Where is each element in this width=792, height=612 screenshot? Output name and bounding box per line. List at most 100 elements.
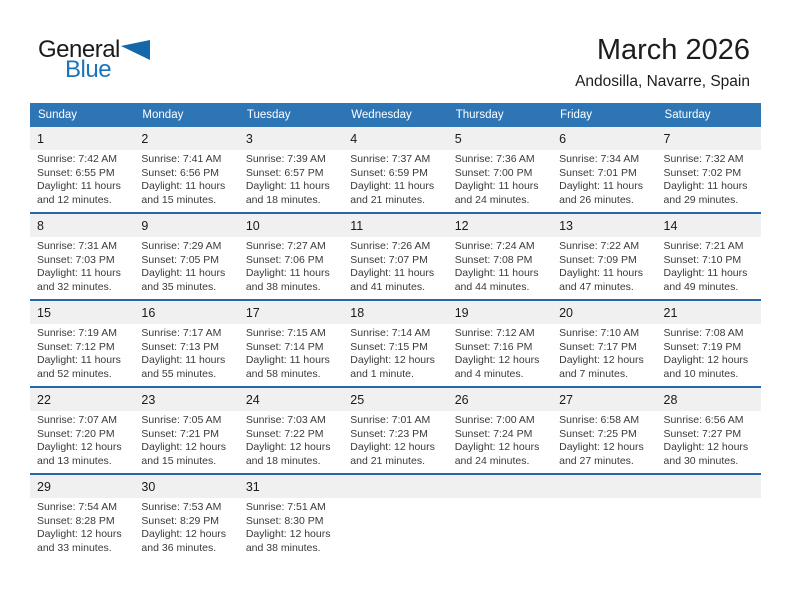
day-details: Sunrise: 7:24 AM Sunset: 7:08 PM Dayligh… <box>448 237 552 299</box>
day-number: 5 <box>454 131 462 146</box>
daylight-text: Daylight: 11 hours and 12 minutes. <box>37 180 121 206</box>
week-row: 15 Sunrise: 7:19 AM Sunset: 7:12 PM Dayl… <box>30 299 761 386</box>
page-title: March 2026 <box>596 34 750 66</box>
day-number: 24 <box>245 392 260 407</box>
day-details: Sunrise: 7:34 AM Sunset: 7:01 PM Dayligh… <box>552 150 656 212</box>
daylight-text: Daylight: 12 hours and 36 minutes. <box>141 528 227 554</box>
day-number-band: 29 <box>30 475 135 498</box>
day-number-band: 11 <box>343 214 448 237</box>
day-number-band: 7 <box>656 127 761 150</box>
weekday-header: Monday <box>142 109 184 121</box>
day-cell: 3 Sunrise: 7:39 AM Sunset: 6:57 PM Dayli… <box>238 127 344 212</box>
day-number: 8 <box>37 218 44 233</box>
day-cell: 30 Sunrise: 7:53 AM Sunset: 8:29 PM Dayl… <box>134 475 239 560</box>
day-details: Sunrise: 7:31 AM Sunset: 7:03 PM Dayligh… <box>30 237 134 299</box>
day-details: Sunrise: 7:15 AM Sunset: 7:14 PM Dayligh… <box>239 324 343 386</box>
day-number: 9 <box>141 218 149 233</box>
day-number: 1 <box>37 131 44 146</box>
daylight-text: Daylight: 12 hours and 15 minutes. <box>141 441 227 467</box>
sunrise-text: Sunrise: 7:42 AM <box>37 153 117 165</box>
sunrise-text: Sunrise: 7:10 AM <box>559 327 640 339</box>
day-details: Sunrise: 7:32 AM Sunset: 7:02 PM Dayligh… <box>657 150 761 212</box>
day-cell: 10 Sunrise: 7:27 AM Sunset: 7:06 PM Dayl… <box>238 214 344 299</box>
day-number-band: 19 <box>447 301 553 324</box>
day-cell: 5 Sunrise: 7:36 AM Sunset: 7:00 PM Dayli… <box>447 127 553 212</box>
weekday-header: Friday <box>560 109 593 121</box>
sunset-text: Sunset: 6:59 PM <box>350 166 428 179</box>
sunset-text: Sunset: 8:28 PM <box>37 514 115 527</box>
sunrise-text: Sunrise: 7:03 AM <box>245 414 326 426</box>
sunset-text: Sunset: 7:22 PM <box>245 427 324 440</box>
day-number: 26 <box>454 392 469 407</box>
sunset-text: Sunset: 7:25 PM <box>559 427 637 440</box>
sunset-text: Sunset: 7:14 PM <box>245 340 324 353</box>
sunset-text: Sunset: 7:08 PM <box>454 253 533 266</box>
weekday-header-row: Sunday Monday Tuesday Wednesday Thursday Frid… <box>30 103 761 127</box>
day-cell: 7 Sunrise: 7:32 AM Sunset: 7:02 PM Dayli… <box>656 127 761 212</box>
daylight-text: Daylight: 11 hours and 32 minutes. <box>37 267 121 293</box>
day-number: 20 <box>559 305 574 320</box>
day-number: 29 <box>37 479 51 494</box>
day-details: Sunrise: 7:53 AM Sunset: 8:29 PM Dayligh… <box>134 498 238 560</box>
day-details: Sunrise: 7:08 AM Sunset: 7:19 PM Dayligh… <box>657 324 761 386</box>
daylight-text: Daylight: 12 hours and 27 minutes. <box>559 441 644 467</box>
day-details: Sunrise: 7:00 AM Sunset: 7:24 PM Dayligh… <box>448 411 552 473</box>
day-details: Sunrise: 7:27 AM Sunset: 7:06 PM Dayligh… <box>239 237 343 299</box>
sunset-text: Sunset: 7:03 PM <box>37 253 115 266</box>
sunrise-text: Sunrise: 6:56 AM <box>663 414 744 426</box>
day-number-band <box>656 475 761 498</box>
sunrise-text: Sunrise: 7:27 AM <box>245 240 326 252</box>
sunrise-text: Sunrise: 7:37 AM <box>350 153 431 165</box>
sunset-text: Sunset: 7:00 PM <box>454 166 533 179</box>
daylight-text: Daylight: 11 hours and 38 minutes. <box>245 267 330 293</box>
day-number: 25 <box>350 392 365 407</box>
daylight-text: Daylight: 11 hours and 35 minutes. <box>141 267 226 293</box>
header-titles: March 2026 Andosilla, Navarre, Spain <box>575 34 750 91</box>
sunset-text: Sunset: 7:16 PM <box>454 340 533 353</box>
day-cell: 26 Sunrise: 7:00 AM Sunset: 7:24 PM Dayl… <box>447 388 553 473</box>
day-cell <box>656 475 761 560</box>
sunset-text: Sunset: 7:05 PM <box>141 253 220 266</box>
sunset-text: Sunset: 7:13 PM <box>141 340 220 353</box>
day-details: Sunrise: 7:22 AM Sunset: 7:09 PM Dayligh… <box>552 237 656 299</box>
sunrise-text: Sunrise: 7:39 AM <box>245 153 326 165</box>
sunset-text: Sunset: 8:30 PM <box>245 514 324 527</box>
sunset-text: Sunset: 7:01 PM <box>559 166 637 179</box>
day-details: Sunrise: 7:41 AM Sunset: 6:56 PM Dayligh… <box>134 150 238 212</box>
day-cell: 29 Sunrise: 7:54 AM Sunset: 8:28 PM Dayl… <box>30 475 135 560</box>
day-cell: 17 Sunrise: 7:15 AM Sunset: 7:14 PM Dayl… <box>238 301 344 386</box>
sunrise-text: Sunrise: 7:01 AM <box>350 414 431 426</box>
daylight-text: Daylight: 11 hours and 44 minutes. <box>454 267 539 293</box>
day-number: 7 <box>663 131 671 146</box>
sunset-text: Sunset: 6:56 PM <box>141 166 220 179</box>
day-details: Sunrise: 7:05 AM Sunset: 7:21 PM Dayligh… <box>134 411 238 473</box>
sunset-text: Sunset: 7:12 PM <box>37 340 115 353</box>
day-cell: 25 Sunrise: 7:01 AM Sunset: 7:23 PM Dayl… <box>343 388 448 473</box>
sunset-text: Sunset: 7:10 PM <box>663 253 742 266</box>
sunrise-text: Sunrise: 7:53 AM <box>141 501 222 513</box>
day-number-band: 6 <box>552 127 657 150</box>
weekday-header: Sunday <box>38 109 78 121</box>
daylight-text: Daylight: 12 hours and 21 minutes. <box>350 441 435 467</box>
day-cell: 13 Sunrise: 7:22 AM Sunset: 7:09 PM Dayl… <box>552 214 657 299</box>
day-cell: 31 Sunrise: 7:51 AM Sunset: 8:30 PM Dayl… <box>238 475 344 560</box>
day-cell: 22 Sunrise: 7:07 AM Sunset: 7:20 PM Dayl… <box>30 388 135 473</box>
daylight-text: Daylight: 12 hours and 7 minutes. <box>559 354 644 380</box>
day-details <box>552 498 656 560</box>
sunset-text: Sunset: 7:17 PM <box>559 340 637 353</box>
day-number-band: 8 <box>30 214 135 237</box>
day-number-band: 4 <box>343 127 448 150</box>
day-number: 11 <box>350 218 364 233</box>
daylight-text: Daylight: 12 hours and 33 minutes. <box>37 528 122 554</box>
day-cell: 9 Sunrise: 7:29 AM Sunset: 7:05 PM Dayli… <box>134 214 239 299</box>
day-number-band <box>343 475 448 498</box>
day-number-band: 20 <box>552 301 657 324</box>
day-details: Sunrise: 7:54 AM Sunset: 8:28 PM Dayligh… <box>30 498 134 560</box>
day-number: 4 <box>350 131 358 146</box>
day-number-band: 25 <box>343 388 448 411</box>
sunrise-text: Sunrise: 7:07 AM <box>37 414 117 426</box>
day-details: Sunrise: 7:26 AM Sunset: 7:07 PM Dayligh… <box>343 237 447 299</box>
day-details: Sunrise: 7:14 AM Sunset: 7:15 PM Dayligh… <box>343 324 447 386</box>
daylight-text: Daylight: 11 hours and 49 minutes. <box>663 267 748 293</box>
sunrise-text: Sunrise: 7:12 AM <box>454 327 535 339</box>
